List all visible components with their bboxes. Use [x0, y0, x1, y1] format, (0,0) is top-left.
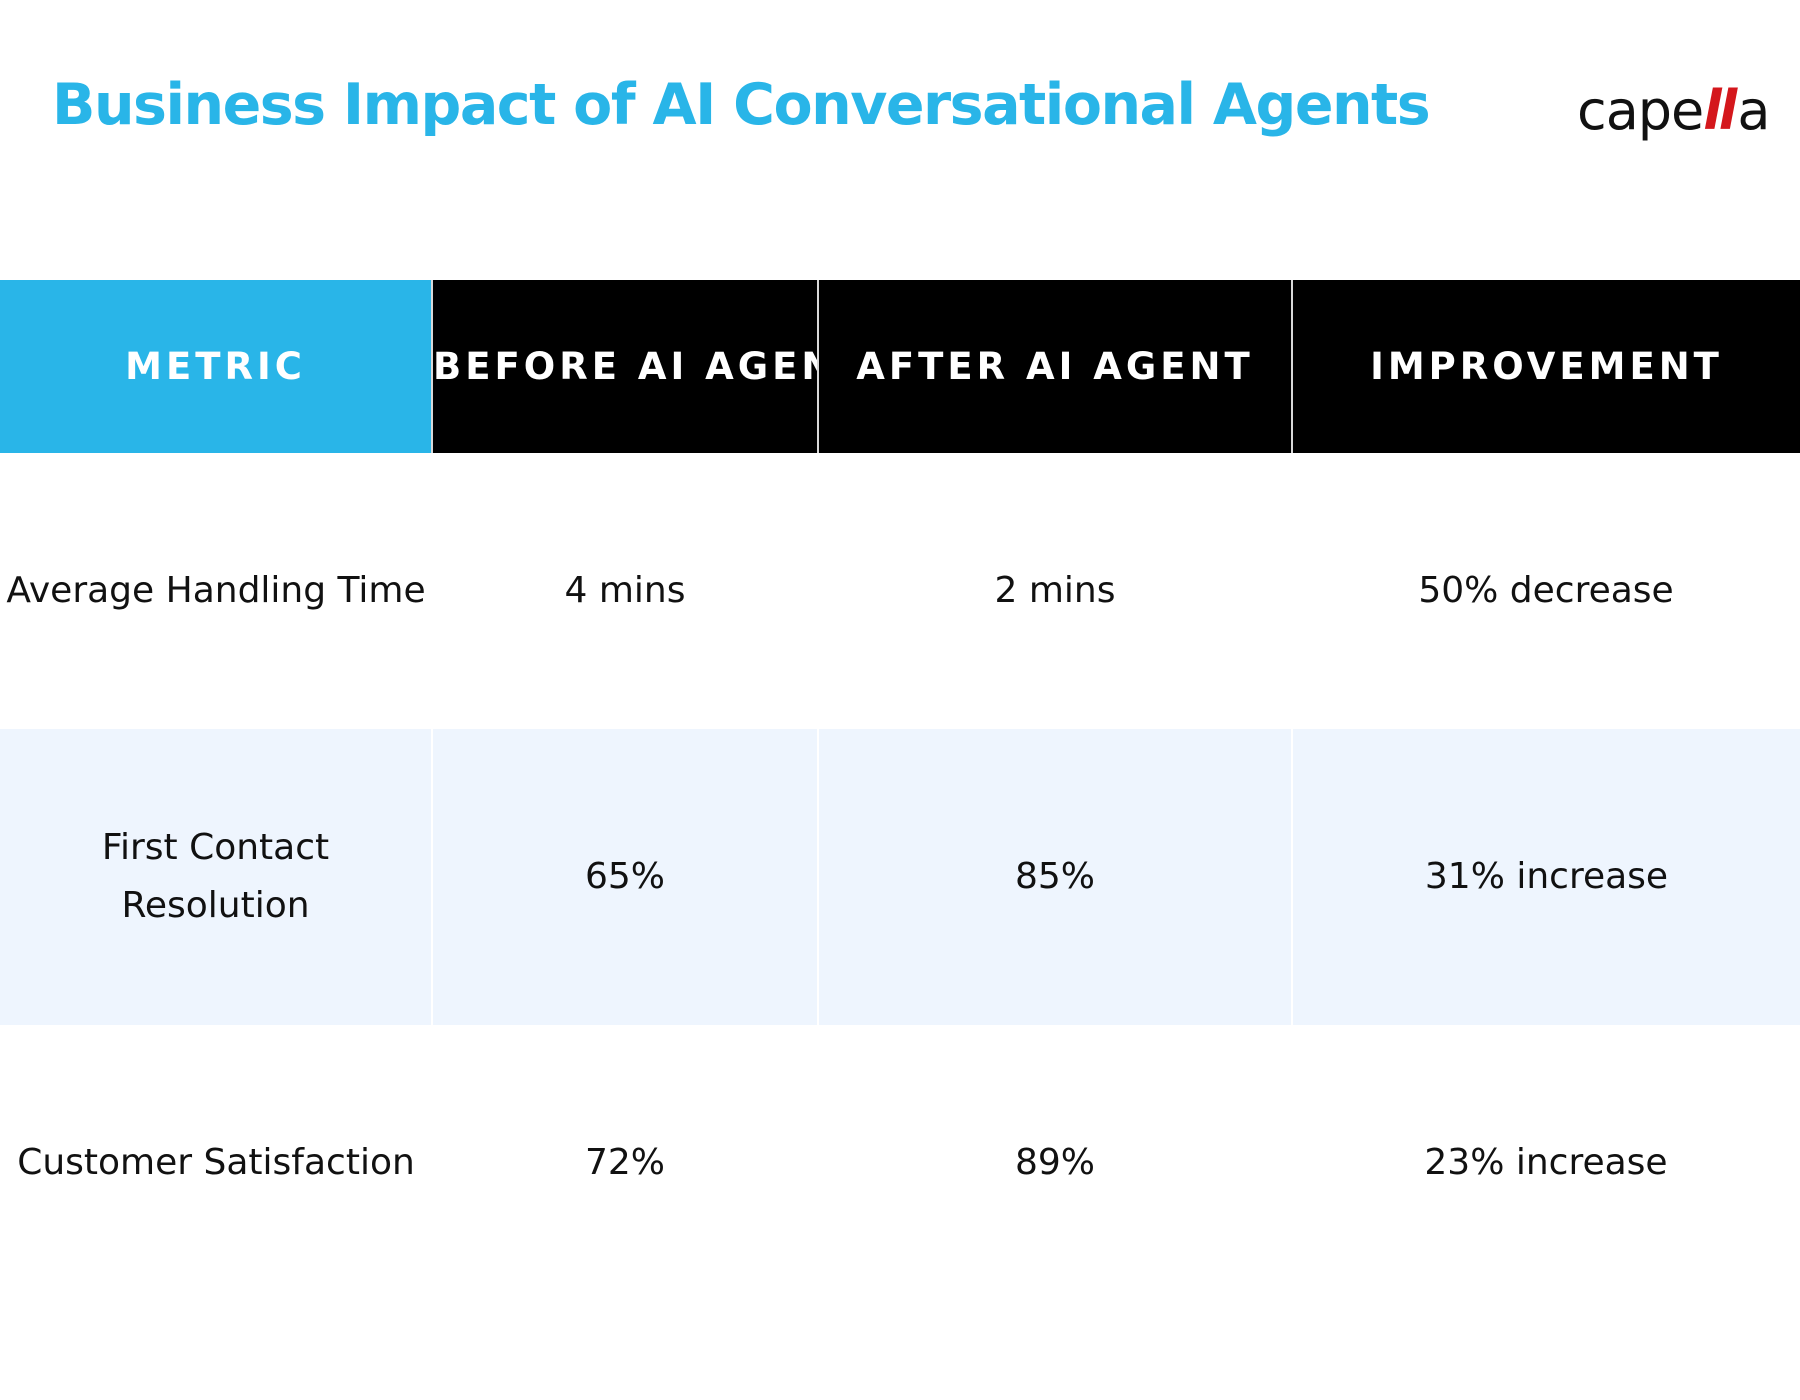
before-cell: 72% — [584, 1142, 665, 1184]
logo-text-accent: ll — [1703, 79, 1737, 142]
page-title: Business Impact of AI Conversational Age… — [52, 72, 1431, 138]
improvement-cell: 23% increase — [1424, 1142, 1668, 1184]
metric-cell: Average Handling Time — [6, 570, 426, 612]
logo-text-suffix: a — [1737, 79, 1770, 142]
improvement-cell: 31% increase — [1291, 729, 1800, 1025]
table-row: First Contact Resolution 65% 85% 31% inc… — [0, 729, 1800, 1025]
metric-cell: First Contact Resolution — [0, 729, 432, 1025]
table-row: Customer Satisfaction 72% 89% 23% increa… — [0, 1025, 1800, 1301]
column-header-before: BEFORE AI AGENT — [431, 280, 818, 453]
after-cell: 2 mins — [994, 570, 1116, 612]
capella-logo: capella — [1577, 84, 1770, 138]
impact-table: METRIC BEFORE AI AGENT AFTER AI AGENT IM… — [0, 280, 1800, 1301]
improvement-cell: 50% decrease — [1418, 570, 1674, 612]
before-cell: 4 mins — [564, 570, 686, 612]
logo-text-prefix: cape — [1577, 79, 1704, 142]
column-header-improvement: IMPROVEMENT — [1291, 280, 1800, 453]
after-cell: 85% — [817, 729, 1292, 1025]
metric-cell: Customer Satisfaction — [17, 1142, 415, 1184]
column-header-metric: METRIC — [0, 280, 432, 453]
column-header-after: AFTER AI AGENT — [817, 280, 1292, 453]
after-cell: 89% — [1014, 1142, 1095, 1184]
table-header-row: METRIC BEFORE AI AGENT AFTER AI AGENT IM… — [0, 280, 1800, 453]
table-row: Average Handling Time 4 mins 2 mins 50% … — [0, 453, 1800, 729]
before-cell: 65% — [431, 729, 818, 1025]
